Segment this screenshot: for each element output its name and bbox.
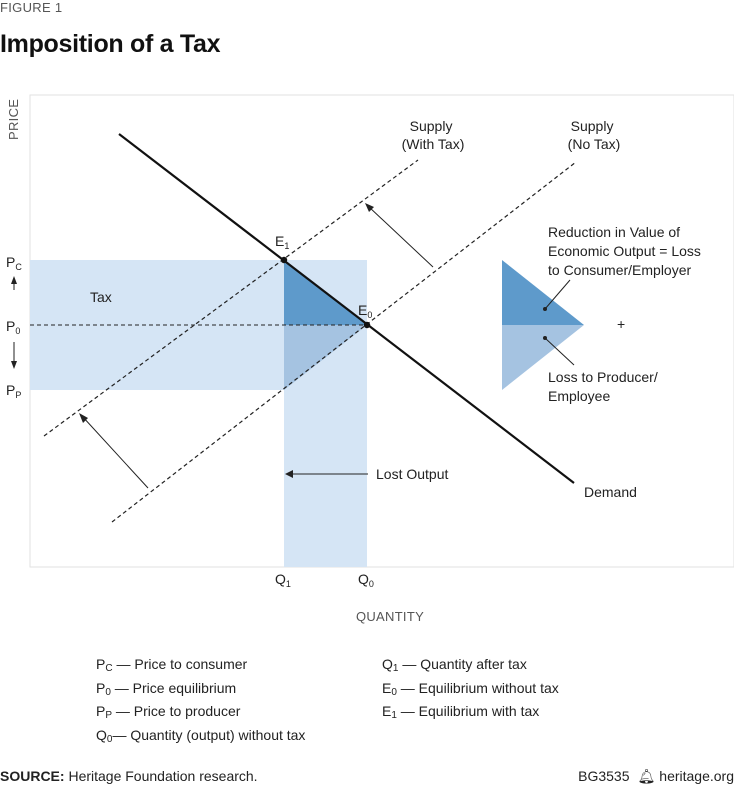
e0-point xyxy=(363,321,371,329)
pp-label: PP xyxy=(6,382,21,400)
e1-label: E1 xyxy=(275,233,289,251)
reduction-key-triangle xyxy=(502,260,584,325)
supply-shift-arrow-lower xyxy=(81,415,149,489)
site-link[interactable]: heritage.org xyxy=(659,768,734,784)
footer-source: SOURCE: Heritage Foundation research. xyxy=(0,768,258,784)
producer-loss-leader-line xyxy=(544,337,575,366)
reduction-leader-line xyxy=(544,279,571,310)
source-text: Heritage Foundation research. xyxy=(68,768,258,784)
reduction-label: Reduction in Value of Economic Output = … xyxy=(548,224,705,278)
supply-with-tax-line xyxy=(43,159,419,437)
reduction-leader-dot xyxy=(543,307,547,311)
supply-shift-arrow-upper xyxy=(367,205,434,268)
demand-label: Demand xyxy=(584,484,637,500)
report-code: BG3535 xyxy=(578,768,630,784)
legend-item-e1: E1 — Equilibrium with tax xyxy=(382,703,540,721)
producer-loss-triangle xyxy=(284,325,367,390)
plus-sign: + xyxy=(617,316,625,332)
tax-label: Tax xyxy=(90,289,112,305)
legend-item-e0: E0 — Equilibrium without tax xyxy=(382,679,559,698)
lost-output-arrowhead xyxy=(285,470,293,478)
supply-no-tax-label: Supply (No Tax) xyxy=(568,118,621,152)
pp-arrowhead xyxy=(11,361,17,369)
demand-line xyxy=(118,133,575,484)
supply-shift-arrowhead-lower xyxy=(79,413,88,423)
e0-label: E0 xyxy=(358,302,372,320)
q0-label: Q0 xyxy=(358,571,374,589)
legend-item-p0: P0 — Price equilibrium xyxy=(96,679,237,698)
legend-item-pp: PP — Price to producer xyxy=(96,703,241,721)
footer-brand: BG3535 🔔︎ heritage.org xyxy=(578,768,734,785)
bell-icon: 🔔︎ xyxy=(637,768,656,784)
legend-column-2: Q1 — Quantity after tax E0 — Equilibrium… xyxy=(382,655,559,726)
producer-loss-key-triangle xyxy=(502,325,584,390)
x-axis-title: QUANTITY xyxy=(356,609,424,624)
legend-item-pc: PC — Price to consumer xyxy=(96,656,248,674)
figure-label: FIGURE 1 xyxy=(0,0,63,15)
pc-arrowhead xyxy=(11,276,17,284)
producer-loss-leader-dot xyxy=(543,336,547,340)
q1-label: Q1 xyxy=(275,571,291,589)
supply-shift-arrowhead-upper xyxy=(365,203,374,212)
e1-point xyxy=(280,256,288,264)
y-axis-title: PRICE xyxy=(6,99,21,140)
lost-output-label: Lost Output xyxy=(376,466,448,482)
figure-title: Imposition of a Tax xyxy=(0,30,221,58)
legend-item-q1: Q1 — Quantity after tax xyxy=(382,656,527,674)
legend-item-q0: Q0— Quantity (output) without tax xyxy=(96,726,306,745)
p0-label: P0 xyxy=(6,318,20,336)
producer-loss-label: Loss to Producer/ Employee xyxy=(548,369,662,404)
pc-label: PC xyxy=(6,254,22,272)
tax-diagram: PRICE QUANTITY Supply (With Tax) Supply … xyxy=(6,94,734,624)
legend-column-1: PC — Price to consumer P0 — Price equili… xyxy=(96,655,305,749)
supply-with-tax-label: Supply (With Tax) xyxy=(402,118,465,152)
source-label: SOURCE: xyxy=(0,768,65,784)
